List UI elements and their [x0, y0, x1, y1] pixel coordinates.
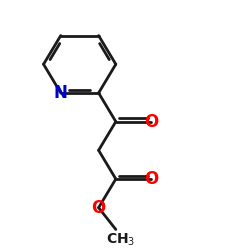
Text: O: O [144, 112, 158, 130]
Text: O: O [144, 170, 158, 188]
Text: O: O [92, 199, 106, 217]
Text: N: N [54, 84, 68, 102]
Text: CH$_3$: CH$_3$ [106, 232, 135, 248]
